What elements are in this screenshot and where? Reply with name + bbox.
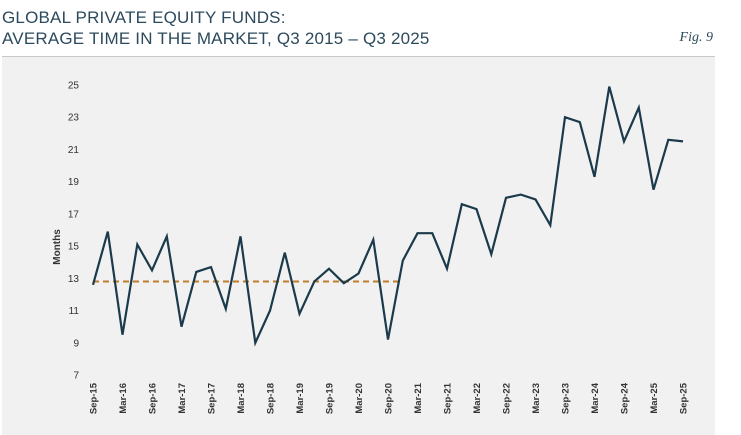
data-point bbox=[386, 338, 390, 342]
chart-title: GLOBAL PRIVATE EQUITY FUNDS: AVERAGE TIM… bbox=[2, 7, 430, 49]
x-tick-label: Sep-19 bbox=[325, 383, 336, 414]
x-tick-label: Mar-20 bbox=[354, 383, 365, 414]
x-tick-label: Mar-21 bbox=[413, 382, 424, 413]
data-point bbox=[681, 139, 685, 143]
data-point bbox=[224, 307, 228, 311]
x-tick-label: Sep-15 bbox=[89, 382, 100, 414]
y-tick-label: 15 bbox=[68, 242, 80, 253]
data-point bbox=[209, 265, 213, 269]
x-tick-label: Mar-23 bbox=[531, 383, 542, 414]
x-axis: Sep-15 Mar-16 Sep-16 Mar-17 Sep-17 Mar-18 Sep-… bbox=[89, 382, 690, 414]
data-point bbox=[342, 281, 346, 285]
x-tick-label: Mar-24 bbox=[590, 382, 601, 413]
data-point bbox=[253, 341, 257, 345]
data-point bbox=[165, 234, 169, 238]
x-tick-label: Mar-17 bbox=[177, 383, 188, 414]
data-point bbox=[666, 138, 670, 142]
data-point bbox=[637, 106, 641, 110]
data-point bbox=[357, 272, 361, 276]
title-line-1: GLOBAL PRIVATE EQUITY FUNDS: bbox=[2, 8, 286, 27]
series-layer bbox=[91, 85, 685, 347]
y-tick-label: 7 bbox=[73, 371, 79, 382]
data-point bbox=[327, 267, 331, 271]
y-tick-label: 19 bbox=[68, 177, 80, 188]
data-point bbox=[578, 120, 582, 124]
data-point bbox=[563, 115, 567, 119]
data-point bbox=[652, 188, 656, 192]
y-tick-label: 17 bbox=[68, 209, 80, 220]
data-point bbox=[607, 85, 611, 89]
data-point bbox=[180, 325, 184, 329]
figure-label: Fig. 9 bbox=[679, 30, 713, 45]
y-tick-label: 11 bbox=[69, 306, 80, 317]
data-point bbox=[475, 207, 479, 211]
x-tick-label: Mar-18 bbox=[236, 383, 247, 414]
data-point bbox=[268, 309, 272, 313]
x-tick-label: Mar-19 bbox=[295, 383, 306, 414]
x-tick-label: Sep-21 bbox=[443, 382, 454, 414]
x-tick-label: Sep-22 bbox=[502, 383, 513, 414]
x-tick-label: Sep-17 bbox=[207, 383, 218, 414]
data-point bbox=[445, 267, 449, 271]
x-tick-label: Sep-20 bbox=[384, 383, 395, 414]
data-point bbox=[298, 312, 302, 316]
data-point bbox=[593, 175, 597, 179]
x-tick-label: Sep-16 bbox=[148, 383, 159, 414]
y-tick-label: 25 bbox=[68, 81, 80, 92]
data-point bbox=[489, 252, 493, 256]
data-point bbox=[504, 196, 508, 200]
data-point bbox=[519, 193, 523, 197]
data-point bbox=[548, 223, 552, 227]
x-tick-label: Mar-25 bbox=[649, 382, 660, 413]
data-point bbox=[401, 259, 405, 263]
chart-panel bbox=[2, 57, 715, 435]
data-point bbox=[371, 238, 375, 242]
y-tick-label: 13 bbox=[68, 274, 80, 285]
data-point bbox=[106, 230, 110, 234]
data-point bbox=[121, 333, 125, 337]
data-point bbox=[150, 268, 154, 272]
y-tick-label: 23 bbox=[68, 113, 80, 124]
x-tick-label: Sep-18 bbox=[266, 383, 277, 414]
data-point bbox=[622, 139, 626, 143]
x-tick-label: Mar-16 bbox=[118, 383, 129, 414]
data-point bbox=[194, 270, 198, 274]
data-point bbox=[430, 231, 434, 235]
data-point bbox=[416, 231, 420, 235]
x-tick-label: Sep-23 bbox=[561, 383, 572, 414]
data-point bbox=[135, 243, 139, 247]
header-divider bbox=[2, 56, 715, 57]
y-tick-label: 21 bbox=[68, 145, 80, 156]
data-point bbox=[283, 251, 287, 255]
data-point bbox=[239, 234, 243, 238]
y-axis: 25 23 21 19 17 15 13 11 9 7 bbox=[68, 81, 80, 382]
data-point bbox=[312, 280, 316, 284]
x-tick-label: Mar-22 bbox=[472, 383, 483, 414]
x-tick-label: Sep-24 bbox=[620, 382, 631, 414]
y-axis-label: Months bbox=[52, 229, 63, 265]
data-point bbox=[91, 283, 95, 287]
data-point bbox=[534, 197, 538, 201]
x-tick-label: Sep-25 bbox=[679, 382, 690, 414]
y-tick-label: 9 bbox=[73, 338, 79, 349]
data-point bbox=[460, 202, 464, 206]
title-line-2: AVERAGE TIME IN THE MARKET, Q3 2015 – Q3… bbox=[2, 29, 430, 48]
series-line-time-in-market bbox=[91, 86, 684, 347]
